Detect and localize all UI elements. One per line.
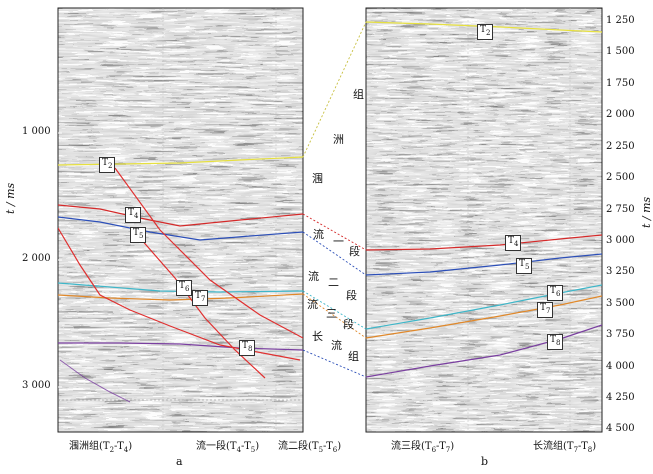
horizon-b-t7 <box>366 295 602 339</box>
tick-label: 2 250 <box>606 141 635 152</box>
tick-label: 4 250 <box>606 392 635 403</box>
strat-char: 组 <box>348 350 359 363</box>
horizon-label-b-t2: T2 <box>477 24 494 40</box>
strat-char: 长 <box>312 330 323 343</box>
horizon-label-b-t8: T8 <box>547 334 564 350</box>
tick-label: 3 000 <box>606 235 635 246</box>
tick-label: 3 250 <box>606 266 635 277</box>
strat-char: 流 <box>331 339 342 352</box>
tick-label: 2 000 <box>606 109 635 120</box>
horizon-label-a-t6: T6 <box>176 280 193 296</box>
horizon-label-b-t7: T7 <box>537 302 554 318</box>
horizon-b-t5 <box>366 253 602 276</box>
panel-a-section <box>57 7 304 433</box>
horizon-a-t6 <box>58 282 303 293</box>
panel-b-letter: b <box>481 455 489 468</box>
tick-label: 1 000 <box>22 126 51 137</box>
horizon-a-t7 <box>58 293 303 301</box>
tick-label: 2 000 <box>22 253 51 264</box>
strat-char: 三 <box>326 307 337 320</box>
strat-char: 流 <box>308 270 319 283</box>
tick-label: 1 500 <box>606 46 635 57</box>
strat-char: 流 <box>313 228 324 241</box>
horizon-label-a-t2: T2 <box>99 157 116 173</box>
strat-char: 二 <box>328 276 339 289</box>
tick-label: 2 750 <box>606 204 635 215</box>
tick-label: 3 750 <box>606 329 635 340</box>
panel-b-bottom-label-2: 长流组(T7-T8) <box>533 441 597 454</box>
fault-a-3 <box>139 237 266 379</box>
strat-char: 段 <box>349 245 360 258</box>
strat-char: 段 <box>343 318 354 331</box>
horizon-label-b-t5: T5 <box>516 258 533 274</box>
strat-char: 一 <box>333 235 344 248</box>
horizon-label-a-t8: T8 <box>239 340 256 356</box>
horizon-a-t4 <box>58 204 303 227</box>
panel-a-bottom-label-2: 流一段(T4-T5) <box>196 441 260 454</box>
horizon-b-t2 <box>366 21 602 33</box>
panel-a-letter: a <box>176 455 183 468</box>
horizon-b-t8 <box>366 324 602 378</box>
panel-a-bottom-label-1: 涠洲组(T2-T4) <box>69 441 133 454</box>
horizon-label-a-t4: T4 <box>125 207 142 223</box>
strat-char: 洲 <box>333 133 344 146</box>
tick-label: 1 250 <box>606 15 635 26</box>
strat-char: 组 <box>353 88 364 101</box>
horizon-label-b-t6: T6 <box>547 285 564 301</box>
tick-label: 2 500 <box>606 172 635 183</box>
panel-b-horizons <box>366 21 602 378</box>
panel-a-bottom-label-3: 流二段(T5-T6) <box>278 441 342 454</box>
strat-char: 流 <box>307 298 318 311</box>
fault-a-4 <box>59 359 131 403</box>
horizon-b-t6 <box>366 284 602 330</box>
strat-char: 段 <box>346 289 357 302</box>
horizon-label-a-t5: T5 <box>130 227 147 243</box>
panel-b-section <box>365 7 603 433</box>
panel-b-bottom-label-1: 流三段(T6-T7) <box>391 441 455 454</box>
panel-a-y-axis-title: t / ms <box>4 182 17 214</box>
panel-b-y-axis-title: t / ms <box>640 196 653 228</box>
tick-label: 3 000 <box>22 380 51 391</box>
tick-label: 4 000 <box>606 361 635 372</box>
tick-label: 3 500 <box>606 298 635 309</box>
fault-a-1 <box>114 167 303 339</box>
correlation-lines <box>302 21 367 378</box>
strat-char: 涠 <box>312 172 323 185</box>
tick-label: 4 500 <box>606 423 635 434</box>
fault-a-2 <box>58 227 301 361</box>
horizon-label-b-t4: T4 <box>505 235 522 251</box>
panel-a-horizons <box>58 156 303 403</box>
tick-label: 1 750 <box>606 78 635 89</box>
horizon-a-t8 <box>58 342 303 351</box>
horizon-label-a-t7: T7 <box>192 290 209 306</box>
horizon-b-t4 <box>366 234 602 251</box>
horizon-a-t5 <box>58 216 303 241</box>
